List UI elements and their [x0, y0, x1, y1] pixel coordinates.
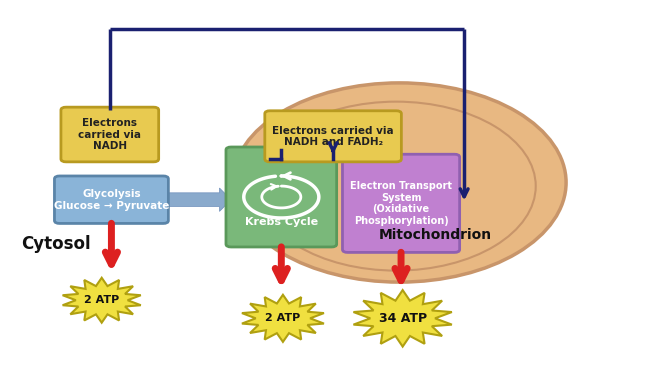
Ellipse shape: [257, 101, 536, 270]
FancyBboxPatch shape: [265, 111, 401, 162]
FancyBboxPatch shape: [343, 154, 460, 253]
Text: Cytosol: Cytosol: [21, 235, 90, 253]
Text: Krebs Cycle: Krebs Cycle: [245, 217, 318, 227]
Polygon shape: [354, 290, 452, 347]
Polygon shape: [62, 278, 141, 323]
Text: Electron Transport
System
(Oxidative
Phosphorylation): Electron Transport System (Oxidative Pho…: [350, 181, 452, 226]
Text: Electrons
carried via
NADH: Electrons carried via NADH: [78, 118, 141, 151]
FancyBboxPatch shape: [55, 176, 168, 223]
Polygon shape: [163, 188, 231, 211]
FancyBboxPatch shape: [226, 147, 337, 247]
Text: Mitochondrion: Mitochondrion: [378, 228, 491, 242]
Text: 2 ATP: 2 ATP: [84, 295, 120, 305]
Ellipse shape: [233, 83, 566, 282]
Polygon shape: [242, 295, 324, 342]
Text: 2 ATP: 2 ATP: [265, 313, 300, 323]
FancyBboxPatch shape: [61, 107, 159, 162]
Text: 34 ATP: 34 ATP: [378, 312, 427, 325]
Text: Electrons carried via
NADH and FADH₂: Electrons carried via NADH and FADH₂: [272, 126, 394, 147]
Text: Glycolysis
Glucose → Pyruvate: Glycolysis Glucose → Pyruvate: [54, 189, 169, 211]
